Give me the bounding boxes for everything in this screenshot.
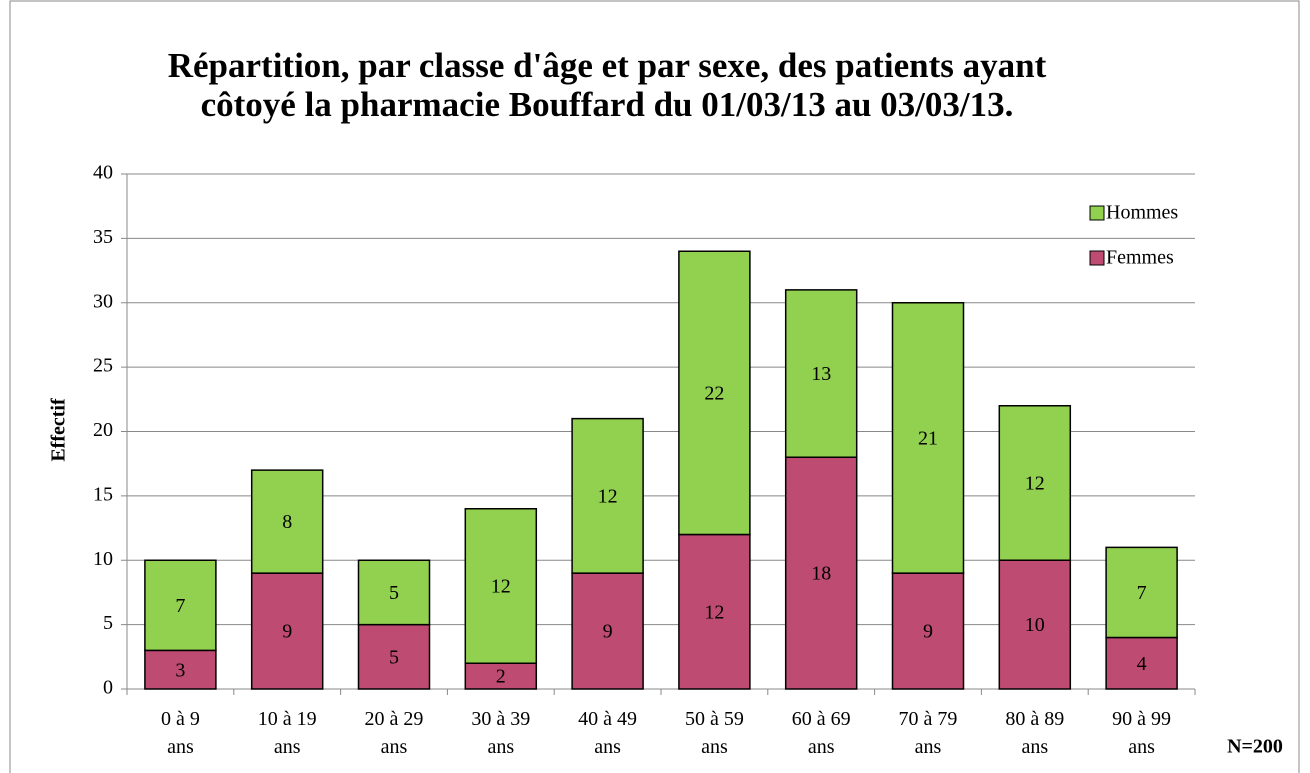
x-tick-label: 0 à 9 ans [161, 708, 200, 758]
data-label: 7 [175, 595, 185, 617]
x-tick-label: 80 à 89 ans [1005, 708, 1064, 758]
bar-segment [464, 662, 538, 690]
y-tick-label: 40 [93, 162, 113, 184]
chart-border [9, 0, 1300, 773]
y-tick-label: 0 [103, 677, 113, 699]
y-tick-label: 10 [93, 548, 113, 570]
bar-segment [144, 559, 217, 652]
data-label: 4 [1137, 653, 1147, 675]
bar-segment [998, 559, 1072, 690]
legend-swatch [1089, 205, 1105, 221]
bar-segment [357, 623, 431, 690]
bar-segment [784, 456, 858, 690]
x-tick-label: 50 à 59 ans [685, 708, 744, 758]
x-tick-label: 30 à 39 ans [471, 708, 530, 758]
annotation: N=200 [1227, 736, 1283, 758]
y-tick-label: 20 [93, 419, 113, 441]
data-label: 12 [491, 576, 511, 598]
data-label: 10 [1025, 614, 1045, 636]
y-axis-label: Effectif [48, 398, 70, 462]
data-label: 9 [282, 621, 292, 643]
bar-segment [678, 250, 751, 536]
y-tick-label: 5 [103, 612, 113, 634]
data-label: 13 [811, 363, 831, 385]
bar-segment [144, 649, 217, 690]
x-tick-label: 40 à 49 ans [578, 708, 637, 758]
bar-segment [571, 572, 644, 690]
legend-label: Hommes [1106, 202, 1178, 224]
data-label: 21 [918, 428, 938, 450]
bar-segment [998, 405, 1072, 561]
y-tick-label: 35 [93, 226, 113, 248]
bar-segment [357, 559, 431, 626]
bar-segment [250, 469, 324, 574]
bar-segment [784, 289, 858, 458]
data-label: 9 [923, 621, 933, 643]
legend-label: Femmes [1106, 247, 1174, 269]
data-label: 22 [704, 382, 724, 404]
y-tick-label: 15 [93, 483, 113, 505]
bar-segment [464, 508, 538, 664]
x-tick-label: 20 à 29 ans [365, 708, 424, 758]
y-tick-label: 25 [93, 355, 113, 377]
y-tick-label: 30 [93, 290, 113, 312]
data-label: 18 [811, 563, 831, 585]
data-label: 12 [1025, 473, 1045, 495]
bar-segment [678, 533, 751, 690]
data-label: 5 [389, 646, 399, 668]
data-label: 9 [603, 621, 613, 643]
data-label: 3 [175, 659, 185, 681]
x-tick-label: 10 à 19 ans [258, 708, 317, 758]
bar-segment [571, 417, 644, 574]
data-label: 7 [1137, 582, 1147, 604]
data-label: 2 [496, 666, 506, 688]
bar-segment [891, 302, 965, 574]
bar-segment [1105, 546, 1178, 639]
x-tick-label: 90 à 99 ans [1112, 708, 1171, 758]
data-label: 5 [389, 582, 399, 604]
chart-title: Répartition, par classe d'âge et par sex… [167, 46, 1047, 124]
bar-segment [250, 572, 324, 690]
bar-segment [891, 572, 965, 690]
x-tick-label: 70 à 79 ans [899, 708, 958, 758]
bar-segment [1105, 636, 1178, 690]
data-label: 12 [704, 601, 724, 623]
legend-swatch [1089, 250, 1105, 266]
data-label: 8 [282, 511, 292, 533]
x-tick-label: 60 à 69 ans [792, 708, 851, 758]
data-label: 12 [598, 485, 618, 507]
